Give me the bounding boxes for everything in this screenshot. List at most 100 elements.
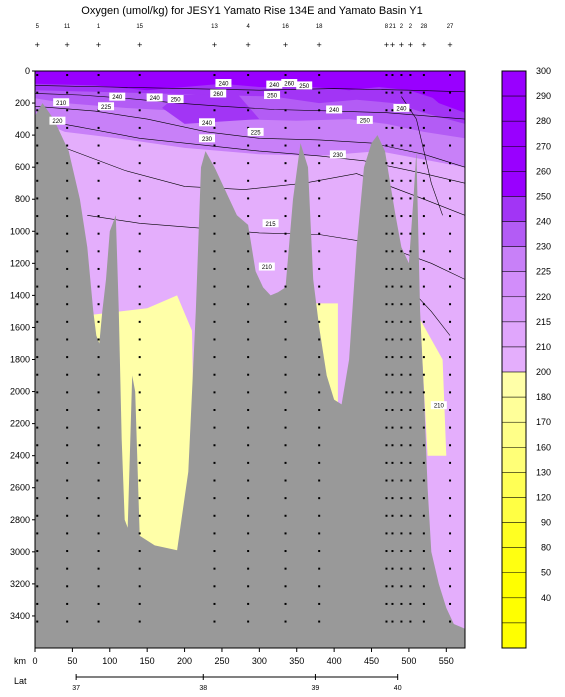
sample-point <box>36 74 39 77</box>
colorbar-swatch <box>501 296 527 323</box>
sample-point <box>391 426 394 429</box>
sample-point <box>449 620 452 623</box>
sample-point <box>36 567 39 570</box>
sample-point <box>97 620 100 623</box>
sample-point <box>138 497 141 500</box>
sample-point <box>391 126 394 129</box>
sample-point <box>409 109 412 112</box>
sample-point <box>318 585 321 588</box>
sample-point <box>385 162 388 165</box>
contour-label-box <box>262 219 279 228</box>
station-plus: + <box>421 40 426 50</box>
sample-point <box>449 126 452 129</box>
sample-point <box>247 532 250 535</box>
sample-point <box>391 162 394 165</box>
contour-label-box <box>167 95 184 104</box>
sample-point <box>138 620 141 623</box>
sample-point <box>247 232 250 235</box>
sample-point <box>400 74 403 77</box>
contour-label: 240 <box>329 108 340 114</box>
colorbar-swatch <box>501 346 527 373</box>
sample-point <box>449 91 452 94</box>
sample-point <box>247 215 250 218</box>
sample-point <box>385 550 388 553</box>
sample-point <box>409 567 412 570</box>
contour-label: 240 <box>150 96 161 102</box>
sample-point <box>400 285 403 288</box>
sample-point <box>449 497 452 500</box>
sample-point <box>400 91 403 94</box>
sample-point <box>385 602 388 605</box>
sample-point <box>318 197 321 200</box>
sample-point <box>318 356 321 359</box>
colorbar-swatch <box>501 70 527 97</box>
sample-point <box>97 179 100 182</box>
sample-point <box>284 497 287 500</box>
sample-point <box>66 602 69 605</box>
sample-point <box>422 479 425 482</box>
y-tick-label: 1200 <box>10 258 30 268</box>
sample-point <box>247 144 250 147</box>
sample-point <box>66 179 69 182</box>
contour-label: 250 <box>267 94 278 100</box>
contour-label-box <box>281 79 298 88</box>
contour-label-box <box>247 127 264 136</box>
sample-point <box>422 391 425 394</box>
sample-point <box>385 232 388 235</box>
sample-point <box>138 514 141 517</box>
colorbar-swatch <box>501 146 527 172</box>
y-tick-label: 3200 <box>10 579 30 589</box>
y-tick-label: 1400 <box>10 290 30 300</box>
sample-point <box>400 232 403 235</box>
sample-point <box>385 497 388 500</box>
colorbar-swatch <box>501 547 527 573</box>
sample-point <box>391 585 394 588</box>
y-tick-label: 2600 <box>10 483 30 493</box>
sample-point <box>138 74 141 77</box>
sample-point <box>284 408 287 411</box>
sample-point <box>391 197 394 200</box>
contour-label-box <box>393 103 410 112</box>
sample-point <box>66 338 69 341</box>
colorbar-label: 120 <box>536 492 551 502</box>
sample-point <box>284 550 287 553</box>
station-number: 2 <box>400 24 404 30</box>
y-tick-label: 1800 <box>10 355 30 365</box>
sample-point <box>391 232 394 235</box>
colorbar-label: 280 <box>536 116 551 126</box>
sample-point <box>213 479 216 482</box>
sample-point <box>385 74 388 77</box>
sample-point <box>385 391 388 394</box>
sample-point <box>449 532 452 535</box>
sample-point <box>409 602 412 605</box>
sample-point <box>449 74 452 77</box>
sample-point <box>400 303 403 306</box>
station-plus: + <box>447 40 452 50</box>
sample-point <box>400 461 403 464</box>
sample-point <box>36 514 39 517</box>
colorbar: 300 290 280 270 260 250 240 230 225 220 215 210 200 1… <box>501 66 551 649</box>
sample-point <box>97 426 100 429</box>
sample-point <box>449 144 452 147</box>
colorbar-label: 180 <box>536 392 551 402</box>
sample-point <box>284 250 287 253</box>
sample-point <box>213 126 216 129</box>
station-number: 13 <box>211 24 218 30</box>
station-markers: 5 +11 +1 +15 +13 +4 +16 +18 +8 +21 +2 +2 +28 +27 + <box>35 24 454 50</box>
sample-point <box>97 303 100 306</box>
sample-point <box>66 532 69 535</box>
sample-point <box>449 356 452 359</box>
sample-point <box>97 250 100 253</box>
sample-point <box>385 126 388 129</box>
sample-point <box>422 162 425 165</box>
sample-point <box>449 391 452 394</box>
sample-point <box>284 197 287 200</box>
x-tick-label: 50 <box>67 656 77 666</box>
colorbar-swatch <box>501 221 527 247</box>
sample-point <box>97 91 100 94</box>
colorbar-swatch <box>501 171 527 197</box>
y-tick-label: 2400 <box>10 451 30 461</box>
contour-label: 240 <box>218 82 229 88</box>
station-plus: + <box>212 40 217 50</box>
station-number: 21 <box>389 24 396 30</box>
